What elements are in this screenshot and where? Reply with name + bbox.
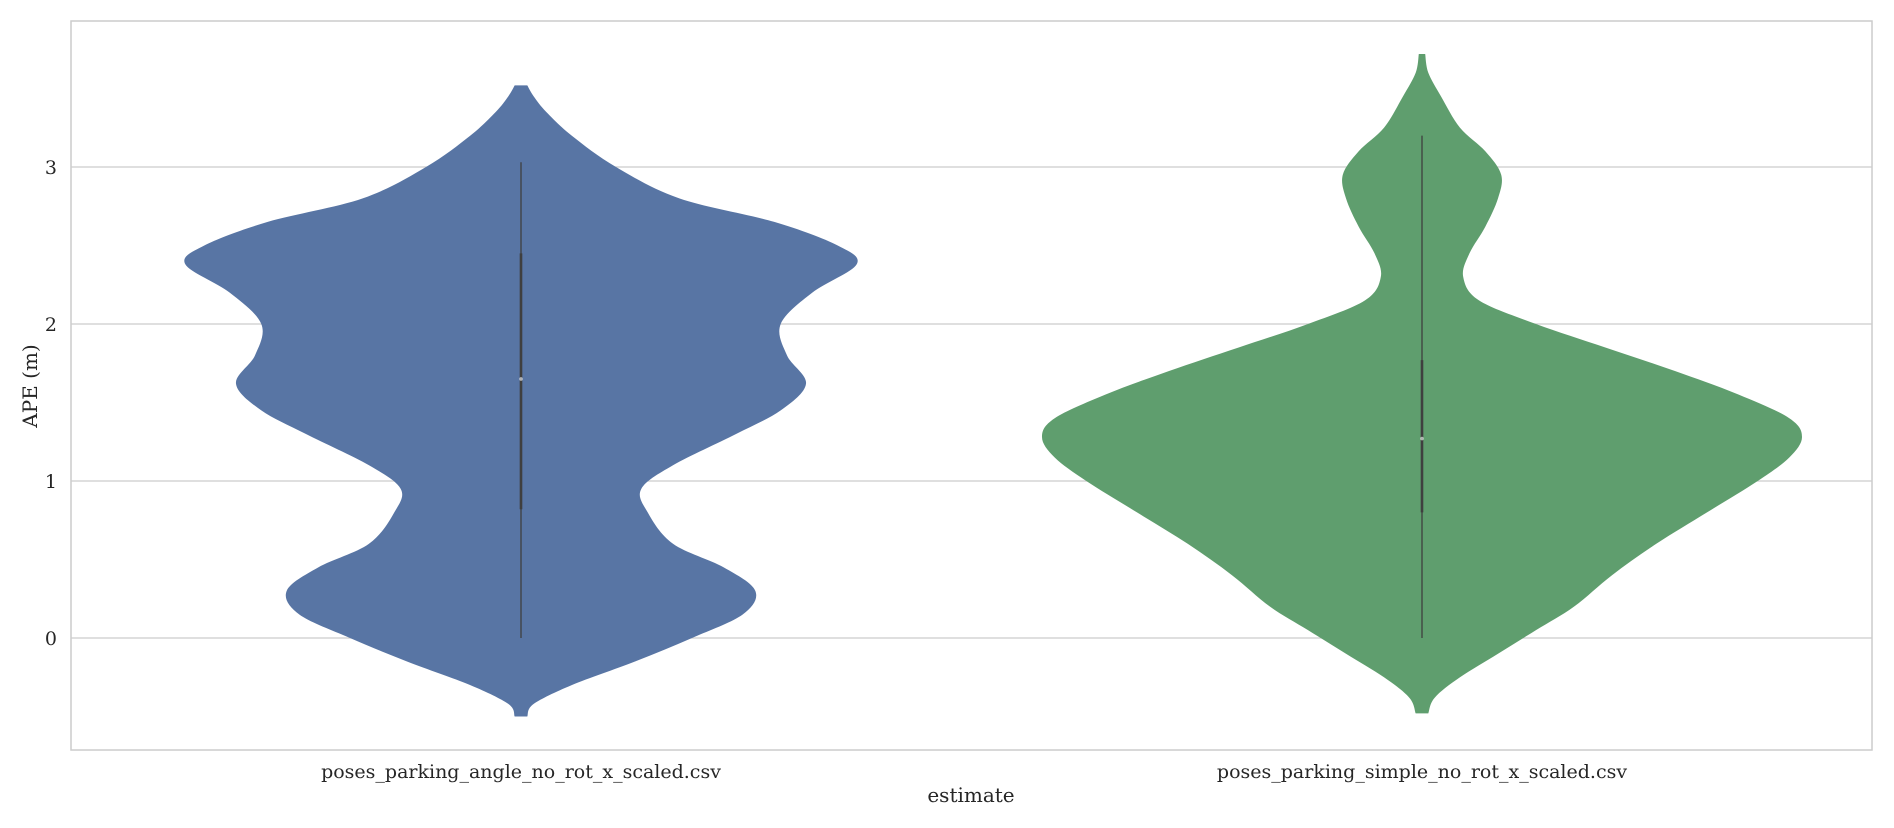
x-tick-label-1: poses_parking_angle_no_rot_x_scaled.csv xyxy=(321,761,721,783)
y-tick-labels: 0 1 2 3 xyxy=(45,157,57,650)
y-tick-label-2: 2 xyxy=(45,314,57,336)
y-axis-label: APE (m) xyxy=(18,344,42,428)
x-tick-label-2: poses_parking_simple_no_rot_x_scaled.csv xyxy=(1217,761,1627,783)
y-tick-label-3: 3 xyxy=(45,157,57,179)
plot-frame xyxy=(70,20,1873,751)
y-tick-label-1: 1 xyxy=(45,471,57,493)
y-tick-label-0: 0 xyxy=(45,628,57,650)
x-tick-labels: poses_parking_angle_no_rot_x_scaled.csv p… xyxy=(321,761,1627,783)
median-marker-1 xyxy=(519,377,523,381)
x-axis-label: estimate xyxy=(927,783,1014,807)
median-marker-2 xyxy=(1420,436,1424,441)
violins xyxy=(184,54,1802,717)
